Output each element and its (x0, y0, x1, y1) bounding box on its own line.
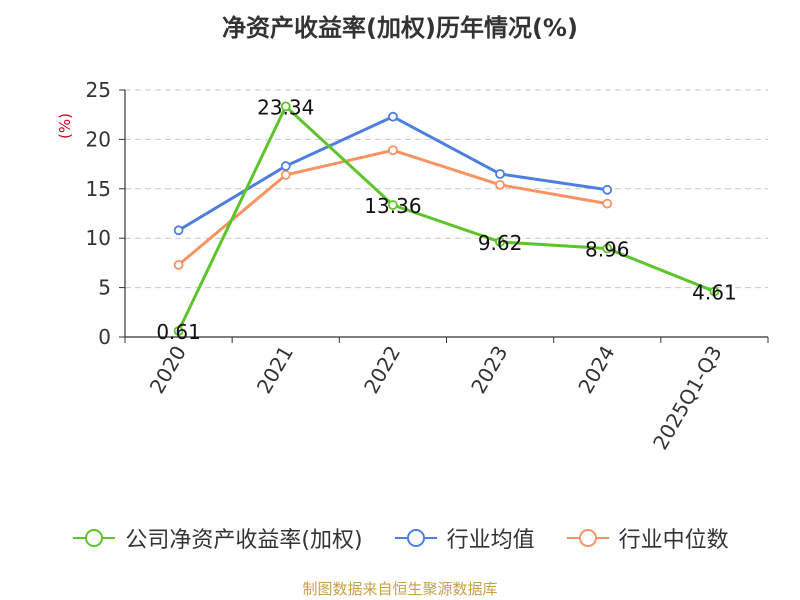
data-label: 13.36 (364, 194, 421, 218)
data-point (602, 198, 613, 209)
x-tick-label: 2025Q1-Q3 (648, 342, 727, 454)
legend-label: 行业中位数 (618, 528, 729, 553)
legend-label: 行业均值 (446, 528, 535, 553)
data-point (602, 243, 613, 254)
y-tick-label: 20 (86, 127, 111, 151)
data-point (173, 326, 184, 336)
x-tick-label: 2022 (359, 342, 405, 398)
legend-swatch (394, 529, 437, 547)
data-point (388, 200, 398, 210)
y-tick-label: 25 (86, 78, 111, 102)
legend-label: 公司净资产收益率(加权) (125, 528, 363, 553)
data-point (495, 169, 505, 179)
x-tick-label: 2024 (573, 342, 619, 398)
y-tick-label: 10 (86, 226, 111, 250)
legend-swatch (566, 529, 609, 547)
data-label: 9.62 (478, 231, 523, 255)
data-point (173, 225, 184, 236)
data-label: 4.61 (692, 280, 737, 304)
series-line (177, 104, 715, 332)
data-point (495, 179, 505, 190)
x-tick-label: 2023 (466, 342, 512, 398)
data-point (388, 145, 398, 156)
data-point (280, 101, 291, 112)
data-point (602, 184, 613, 195)
y-tick-label: 0 (98, 325, 111, 349)
series-1 (173, 111, 613, 236)
data-point (709, 286, 720, 297)
chart-title: 净资产收益率(加权)历年情况(%) (222, 14, 578, 42)
legend-swatch (73, 529, 116, 547)
data-point (280, 170, 291, 180)
legend-item: 行业均值 (393, 522, 535, 554)
series-0 (173, 101, 720, 336)
y-tick-label: 5 (98, 276, 111, 300)
legend: 公司净资产收益率(加权) 行业均值 行业中位数 (0, 518, 800, 558)
data-point (495, 237, 505, 247)
data-point (173, 259, 184, 270)
x-tick-label: 2021 (252, 342, 298, 398)
legend-item: 公司净资产收益率(加权) (71, 522, 363, 554)
data-label: 23.34 (257, 95, 314, 119)
source-note: 制图数据来自恒生聚源数据库 (302, 580, 498, 598)
y-axis-label: (%) (56, 113, 74, 139)
data-point (388, 111, 398, 122)
data-label: 0.61 (156, 320, 201, 344)
data-point (280, 161, 291, 171)
data-label: 8.96 (585, 237, 630, 261)
series-2 (173, 145, 613, 270)
y-tick-label: 15 (86, 177, 111, 201)
legend-item: 行业中位数 (565, 522, 729, 554)
x-tick-label: 2020 (145, 342, 191, 398)
